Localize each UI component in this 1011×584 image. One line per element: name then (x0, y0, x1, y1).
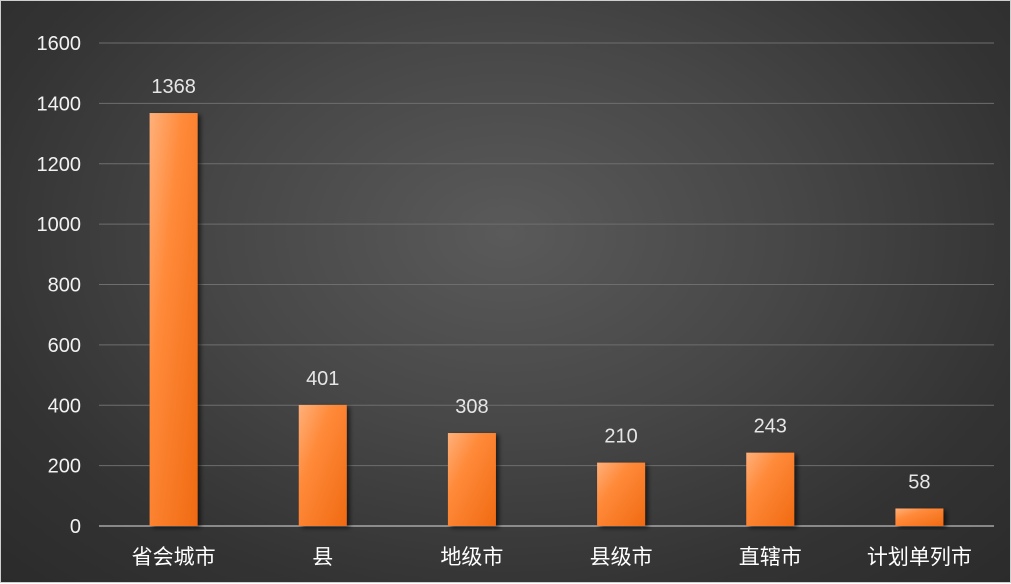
bar (746, 452, 795, 526)
y-tick-label: 1400 (37, 93, 82, 115)
gridlines (99, 42, 994, 527)
data-label: 1368 (151, 76, 196, 98)
category-label: 县 (312, 545, 333, 569)
bars (149, 113, 944, 526)
data-label: 308 (455, 396, 488, 418)
y-tick-label: 1200 (37, 154, 82, 176)
category-label: 地级市 (440, 545, 503, 569)
category-label: 计划单列市 (867, 545, 972, 569)
y-tick-label: 400 (48, 395, 81, 417)
y-tick-label: 1600 (37, 33, 82, 55)
bar (447, 433, 496, 526)
category-label: 省会城市 (132, 545, 216, 569)
category-label: 直辖市 (739, 545, 802, 569)
y-tick-label: 800 (48, 275, 81, 297)
bar (149, 113, 198, 526)
category-label: 县级市 (590, 545, 653, 569)
y-axis-ticks: 0 200 400 600 800 1000 1200 1400 1600 (37, 33, 82, 538)
bar (298, 404, 347, 526)
bar (597, 462, 646, 526)
data-label: 243 (754, 416, 787, 438)
bar (895, 508, 944, 526)
y-tick-label: 0 (70, 516, 81, 538)
data-labels: 1368 401 308 210 243 58 (151, 76, 930, 493)
y-tick-label: 200 (48, 456, 81, 478)
x-axis-categories: 省会城市 县 地级市 县级市 直辖市 计划单列市 (132, 545, 972, 569)
y-tick-label: 1000 (37, 214, 82, 236)
data-label: 401 (306, 368, 339, 390)
data-label: 58 (908, 471, 930, 493)
data-label: 210 (604, 426, 637, 448)
y-tick-label: 600 (48, 335, 81, 357)
